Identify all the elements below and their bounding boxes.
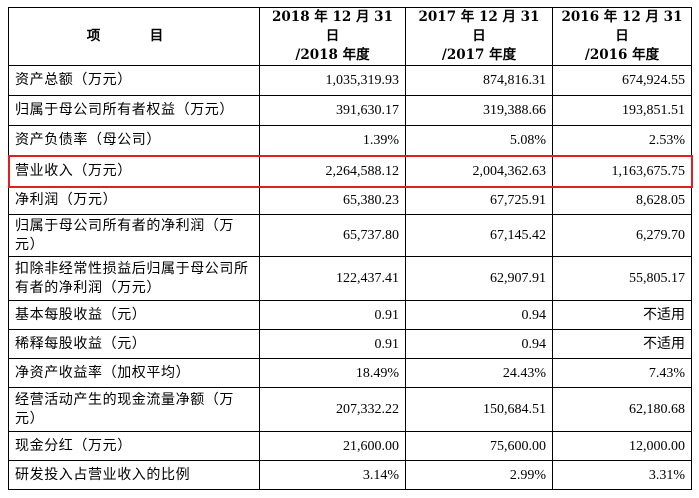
header-2016-line1: 2016 年 12 月 31 日 bbox=[561, 9, 683, 44]
table-row: 扣除非经常性损益后归属于母公司所有者的净利润（万元） 122,437.41 62… bbox=[8, 256, 692, 301]
cell-2018: 21,600.00 bbox=[259, 431, 406, 461]
cell-2017: 62,907.91 bbox=[405, 256, 553, 301]
header-2018-line1: 2018 年 12 月 31 日 bbox=[272, 9, 393, 44]
cell-2018: 3.14% bbox=[259, 460, 406, 490]
financial-summary-table: 项 目 2018 年 12 月 31 日 /2018 年度 2017 年 12 … bbox=[7, 7, 693, 490]
row-label: 稀释每股收益（元） bbox=[8, 329, 260, 359]
cell-2016: 193,851.51 bbox=[552, 95, 692, 126]
cell-2017: 67,145.42 bbox=[405, 214, 553, 257]
row-label: 扣除非经常性损益后归属于母公司所有者的净利润（万元） bbox=[8, 256, 260, 301]
cell-2018: 122,437.41 bbox=[259, 256, 406, 301]
cell-2016: 3.31% bbox=[552, 460, 692, 490]
header-2016: 2016 年 12 月 31 日 /2016 年度 bbox=[552, 7, 692, 66]
header-item: 项 目 bbox=[8, 7, 260, 66]
highlighted-table-row: 营业收入（万元） 2,264,588.12 2,004,362.63 1,163… bbox=[7, 154, 693, 188]
table-row: 研发投入占营业收入的比例 3.14% 2.99% 3.31% bbox=[8, 460, 692, 490]
cell-2018: 0.91 bbox=[259, 300, 406, 330]
cell-2017: 0.94 bbox=[405, 300, 553, 330]
cell-2017: 2,004,362.63 bbox=[405, 155, 553, 187]
header-2017-line1: 2017 年 12 月 31 日 bbox=[418, 9, 540, 44]
header-2018-line2: /2018 年度 bbox=[295, 47, 370, 63]
row-label: 基本每股收益（元） bbox=[8, 300, 260, 330]
row-label: 经营活动产生的现金流量净额（万元） bbox=[8, 387, 260, 432]
cell-2017: 0.94 bbox=[405, 329, 553, 359]
row-label: 归属于母公司所有者的净利润（万元） bbox=[8, 214, 260, 257]
cell-2018: 391,630.17 bbox=[259, 95, 406, 126]
table-row: 归属于母公司所有者的净利润（万元） 65,737.80 67,145.42 6,… bbox=[8, 214, 692, 257]
cell-2016: 674,924.55 bbox=[552, 65, 692, 96]
cell-2016: 6,279.70 bbox=[552, 214, 692, 257]
cell-2018: 65,737.80 bbox=[259, 214, 406, 257]
table-row: 归属于母公司所有者权益（万元） 391,630.17 319,388.66 19… bbox=[8, 95, 692, 126]
cell-2018: 2,264,588.12 bbox=[259, 155, 406, 187]
row-label: 净资产收益率（加权平均） bbox=[8, 358, 260, 388]
cell-2017: 2.99% bbox=[405, 460, 553, 490]
table-row: 资产负债率（母公司） 1.39% 5.08% 2.53% bbox=[8, 125, 692, 156]
header-2017: 2017 年 12 月 31 日 /2017 年度 bbox=[405, 7, 553, 66]
row-label: 资产负债率（母公司） bbox=[8, 125, 260, 156]
cell-2016: 62,180.68 bbox=[552, 387, 692, 432]
row-label: 研发投入占营业收入的比例 bbox=[8, 460, 260, 490]
cell-2016: 7.43% bbox=[552, 358, 692, 388]
cell-2018: 65,380.23 bbox=[259, 186, 406, 215]
header-2018: 2018 年 12 月 31 日 /2018 年度 bbox=[259, 7, 406, 66]
cell-2017: 5.08% bbox=[405, 125, 553, 156]
cell-2018: 1,035,319.93 bbox=[259, 65, 406, 96]
cell-2018: 18.49% bbox=[259, 358, 406, 388]
cell-2016: 不适用 bbox=[552, 300, 692, 330]
cell-2016: 8,628.05 bbox=[552, 186, 692, 215]
row-label: 归属于母公司所有者权益（万元） bbox=[8, 95, 260, 126]
cell-2017: 67,725.91 bbox=[405, 186, 553, 215]
header-2017-line2: /2017 年度 bbox=[441, 47, 517, 63]
table-row: 净资产收益率（加权平均） 18.49% 24.43% 7.43% bbox=[8, 358, 692, 388]
table-row: 基本每股收益（元） 0.91 0.94 不适用 bbox=[8, 300, 692, 330]
cell-2016: 2.53% bbox=[552, 125, 692, 156]
cell-2016: 1,163,675.75 bbox=[552, 155, 692, 187]
table-row: 净利润（万元） 65,380.23 67,725.91 8,628.05 bbox=[8, 186, 692, 215]
table-row: 稀释每股收益（元） 0.91 0.94 不适用 bbox=[8, 329, 692, 359]
table-header-row: 项 目 2018 年 12 月 31 日 /2018 年度 2017 年 12 … bbox=[8, 7, 692, 66]
cell-2017: 874,816.31 bbox=[405, 65, 553, 96]
cell-2017: 24.43% bbox=[405, 358, 553, 388]
row-label: 营业收入（万元） bbox=[8, 155, 260, 187]
cell-2016: 不适用 bbox=[552, 329, 692, 359]
cell-2018: 207,332.22 bbox=[259, 387, 406, 432]
table-row: 经营活动产生的现金流量净额（万元） 207,332.22 150,684.51 … bbox=[8, 387, 692, 432]
row-label: 资产总额（万元） bbox=[8, 65, 260, 96]
row-label: 净利润（万元） bbox=[8, 186, 260, 215]
cell-2017: 75,600.00 bbox=[405, 431, 553, 461]
row-label: 现金分红（万元） bbox=[8, 431, 260, 461]
cell-2017: 319,388.66 bbox=[405, 95, 553, 126]
header-2016-line2: /2016 年度 bbox=[584, 47, 660, 63]
cell-2018: 0.91 bbox=[259, 329, 406, 359]
cell-2016: 12,000.00 bbox=[552, 431, 692, 461]
table-row: 现金分红（万元） 21,600.00 75,600.00 12,000.00 bbox=[8, 431, 692, 461]
cell-2017: 150,684.51 bbox=[405, 387, 553, 432]
cell-2016: 55,805.17 bbox=[552, 256, 692, 301]
cell-2018: 1.39% bbox=[259, 125, 406, 156]
table-row: 资产总额（万元） 1,035,319.93 874,816.31 674,924… bbox=[8, 65, 692, 96]
